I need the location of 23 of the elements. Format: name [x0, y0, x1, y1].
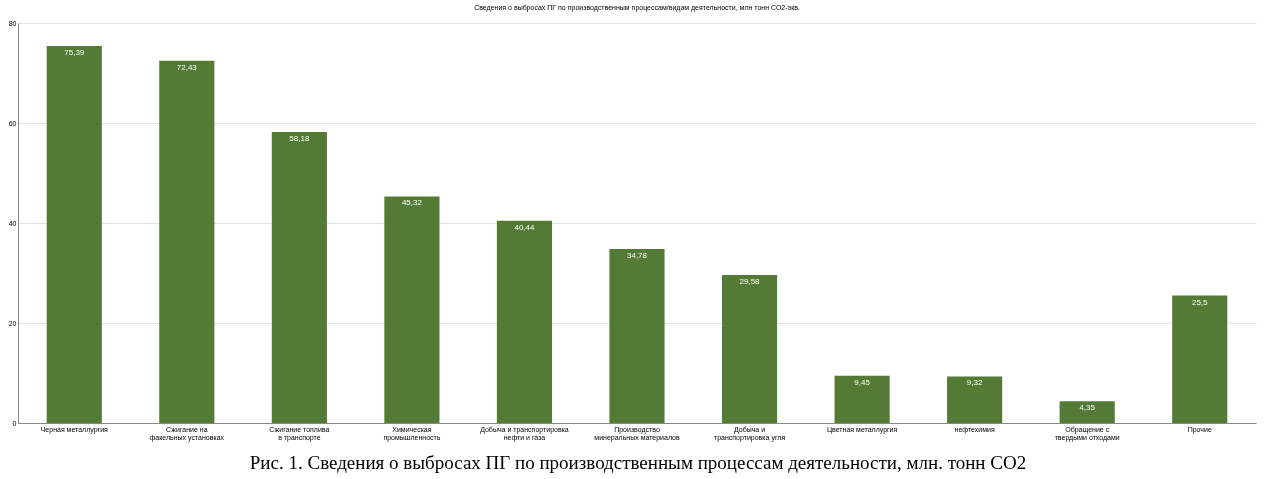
data-label: 45,32 — [401, 198, 423, 208]
data-label: 25,5 — [1191, 297, 1209, 307]
bar — [496, 220, 553, 423]
data-label: 29,58 — [739, 277, 761, 287]
data-label: 9,32 — [966, 378, 983, 388]
bar — [271, 132, 327, 423]
bar — [46, 46, 102, 423]
bar — [1172, 295, 1228, 423]
bar — [159, 60, 215, 423]
data-label: 34,78 — [626, 251, 648, 261]
data-label: 72,43 — [176, 62, 198, 72]
data-label: 9,45 — [854, 377, 871, 387]
bar — [721, 275, 778, 423]
bar — [834, 375, 890, 423]
text: Рис. 1. Сведения о выбросах ПГ по производственным процессам деятельности, млн. тонн СО2 — [248, 452, 1028, 474]
data-label: 58,18 — [289, 134, 310, 144]
data-label: 75,39 — [64, 48, 85, 58]
bar — [947, 376, 1003, 423]
data-label: 40,44 — [514, 222, 536, 232]
bar — [609, 249, 665, 423]
data-label: 4,35 — [1079, 403, 1096, 413]
bar — [1059, 401, 1115, 423]
bar — [384, 196, 440, 423]
